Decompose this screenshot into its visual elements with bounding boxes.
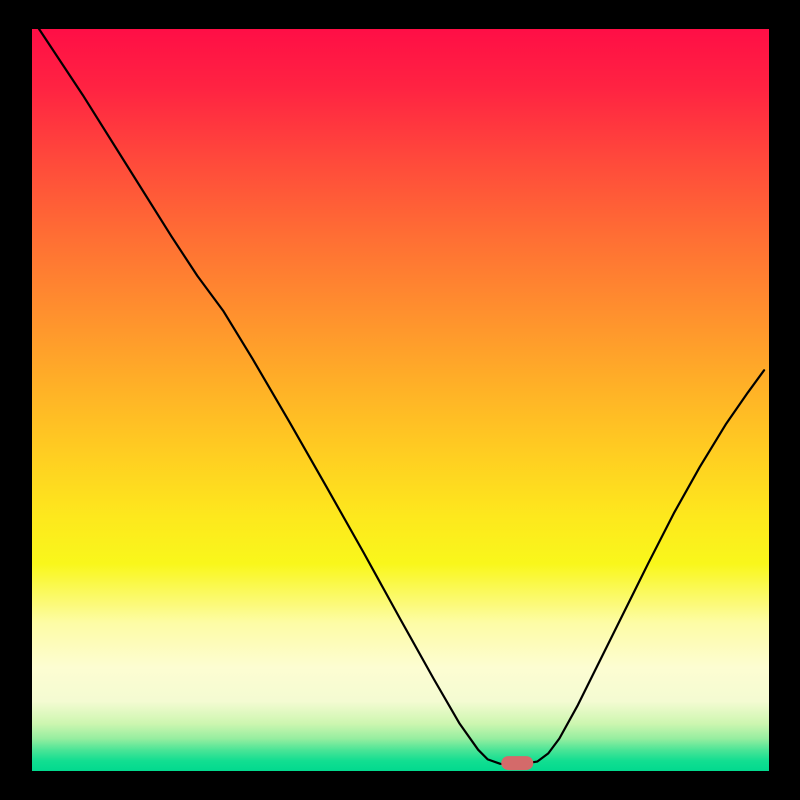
bottleneck-chart: TheBottleneck.com [0,0,800,800]
chart-svg [0,0,800,800]
chart-plot-bg [31,28,770,772]
optimal-marker [501,756,533,770]
